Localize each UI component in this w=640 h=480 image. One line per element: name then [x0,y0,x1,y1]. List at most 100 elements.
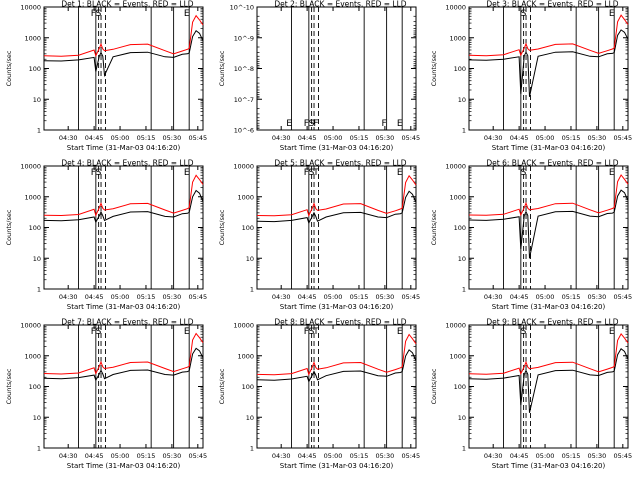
y-tick-label: 10000 [20,163,41,171]
x-tick-label: 05:30 [376,293,395,301]
lld-series-line [43,174,204,217]
x-tick-label: 05:15 [562,293,581,301]
x-tick-label: 05:00 [324,293,343,301]
x-tick-label: 05:45 [613,452,632,460]
marker-label: S [96,168,102,178]
marker-label: E [184,168,190,178]
y-tick-label: 10^-9 [234,34,254,42]
x-tick-label: 04:45 [85,293,104,301]
axes-frame [256,165,417,290]
x-tick-label: 05:30 [163,134,182,142]
x-axis-label: Start Time (31-Mar-03 04:16:20) [280,462,394,470]
marker-label: S [96,9,102,19]
marker-label: F [91,327,96,337]
y-tick-label: 10 [246,414,254,422]
axes-frame [468,324,629,449]
panel-title: Det 8: BLACK = Events, RED = LLD [274,318,406,327]
x-tick-label: 05:30 [163,452,182,460]
y-tick-label: 10000 [20,322,41,330]
marker-label: F [91,9,96,19]
marker-label: F [91,168,96,178]
lld-series-line [43,332,204,375]
x-tick-label: 04:30 [59,293,78,301]
axes-frame [468,6,629,131]
detector-panel-1: Det 1: BLACK = Events, RED = LLD 1 10 100 10… [5,0,207,152]
x-tick-label: 04:30 [272,452,291,460]
marker-label: S [309,168,315,178]
x-axis-label: Start Time (31-Mar-03 04:16:20) [492,144,606,152]
y-axis-label: Counts/sec [5,209,13,245]
x-tick-label: 05:30 [588,452,607,460]
y-tick-label: 10^-8 [234,65,254,73]
marker-label: S [521,327,527,337]
y-tick-label: 10^-7 [234,96,254,104]
x-tick-label: 04:30 [272,293,291,301]
y-tick-label: 100 [29,224,41,232]
marker-label: E [609,9,615,19]
marker-label: T [312,327,319,337]
detector-panel-4: Det 4: BLACK = Events, RED = LLD 1 10 100 10… [5,159,207,312]
x-tick-label: 05:15 [137,452,156,460]
y-tick-label: 10^-10 [230,4,254,12]
y-tick-label: 1 [462,127,466,135]
x-tick-label: 05:15 [350,452,369,460]
x-tick-label: 05:30 [376,452,395,460]
x-tick-label: 04:45 [510,134,529,142]
x-tick-label: 05:15 [562,134,581,142]
y-tick-label: 10 [33,96,41,104]
x-tick-label: 05:00 [324,134,343,142]
panel-title: Det 3: BLACK = Events, RED = LLD [486,0,618,9]
marker-label: E [397,168,403,178]
detector-panel-3: Det 3: BLACK = Events, RED = LLD 1 10 100 10… [430,0,632,152]
x-tick-label: 05:00 [536,134,555,142]
y-tick-label: 1000 [24,34,41,42]
x-tick-label: 04:30 [59,452,78,460]
y-tick-label: 10 [458,96,466,104]
y-tick-label: 1 [462,286,466,294]
x-tick-label: 05:30 [588,134,607,142]
x-tick-label: 04:30 [59,134,78,142]
x-tick-label: 04:30 [484,293,503,301]
y-tick-label: 10^-6 [234,127,254,135]
marker-label: E [609,168,615,178]
x-tick-label: 05:45 [401,293,420,301]
y-tick-label: 1000 [449,352,466,360]
y-tick-label: 100 [242,383,254,391]
axes-frame [43,324,204,449]
axes-frame [43,6,204,131]
events-series-line [256,190,417,225]
lld-series-line [256,333,417,376]
marker-label: F [304,168,309,178]
events-series-line [468,189,629,259]
x-tick-label: 05:45 [613,293,632,301]
y-tick-label: 100 [454,65,466,73]
events-series-line [43,347,204,382]
panel-title: Det 4: BLACK = Events, RED = LLD [61,159,193,168]
panel-title: Det 9: BLACK = Events, RED = LLD [486,318,618,327]
events-series-line [256,349,417,383]
y-tick-label: 100 [454,224,466,232]
marker-label: S [521,9,527,19]
marker-label: S [309,119,315,129]
marker-label: E [286,119,292,129]
y-tick-label: 10000 [445,322,466,330]
x-tick-label: 05:15 [350,293,369,301]
marker-label: E [397,327,403,337]
x-tick-label: 05:30 [163,293,182,301]
x-axis-label: Start Time (31-Mar-03 04:16:20) [280,144,394,152]
x-tick-label: 04:45 [298,134,317,142]
y-axis-label: Counts/sec [430,50,438,86]
y-tick-label: 100 [29,383,41,391]
x-tick-label: 04:30 [484,134,503,142]
y-tick-label: 10 [33,414,41,422]
x-axis-label: Start Time (31-Mar-03 04:16:20) [67,462,181,470]
events-series-line [468,29,629,97]
x-axis-label: Start Time (31-Mar-03 04:16:20) [492,462,606,470]
marker-label: E [609,327,615,337]
x-tick-label: 05:00 [111,293,130,301]
axes-frame [468,165,629,290]
x-tick-label: 04:45 [510,452,529,460]
detector-panel-5: Det 5: BLACK = Events, RED = LLD 1 10 100 10… [218,159,420,312]
y-tick-label: 1000 [24,352,41,360]
